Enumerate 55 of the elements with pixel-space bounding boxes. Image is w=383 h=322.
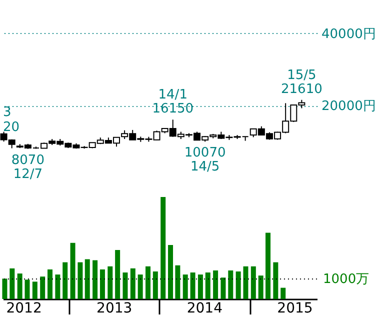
bar [62,262,68,299]
text: 20 [3,120,20,135]
bar [70,242,76,299]
bar [190,272,196,299]
bar [160,197,166,299]
bar [32,282,38,299]
bar [220,278,226,299]
bar [273,262,278,299]
bar [24,280,30,299]
annotation: 14/1 [158,88,188,103]
annotation: 12/7 [13,166,43,182]
bar [2,278,8,299]
bar [182,274,188,299]
bar [243,266,248,299]
bar [168,244,174,299]
bar [40,276,46,299]
bar [55,274,60,299]
x-tick-label: 2014 [186,300,223,316]
bar [92,260,98,299]
bar [198,274,203,299]
bar [10,268,15,299]
x-tick-label: 2012 [6,300,42,316]
bar [280,288,286,299]
bar [84,259,90,299]
annotation: 3 [3,105,12,120]
bar [122,272,128,299]
bar [236,271,241,299]
y-tick-label: 20000円 [322,99,376,114]
annotation: 15/5 [287,68,316,83]
ref-line-label: 1000万 [323,272,370,288]
y-tick-label: 40000円 [322,26,376,42]
bar [213,270,218,299]
bar [205,272,210,299]
annotation: 10070 [184,146,226,161]
bar [146,266,150,299]
bar [100,269,105,299]
x-tick-label: 2013 [96,300,132,316]
bar [266,232,271,299]
bar [108,266,113,299]
bar [78,262,83,299]
bar [258,276,264,299]
bar [152,271,158,299]
bar [138,274,143,299]
bar [115,250,120,299]
bar [17,274,22,299]
bar [228,270,234,299]
x-tick-label: 2015 [277,300,313,316]
annotation: 8070 [11,152,44,168]
bar [250,266,256,299]
annotation: 21610 [281,82,322,97]
annotation: 14/5 [190,160,220,175]
bar [130,268,136,299]
annotation: 16150 [152,102,194,117]
bar [48,269,53,299]
bar [175,265,180,299]
